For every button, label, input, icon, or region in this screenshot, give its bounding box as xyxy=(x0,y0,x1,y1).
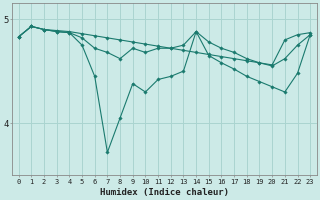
X-axis label: Humidex (Indice chaleur): Humidex (Indice chaleur) xyxy=(100,188,229,197)
